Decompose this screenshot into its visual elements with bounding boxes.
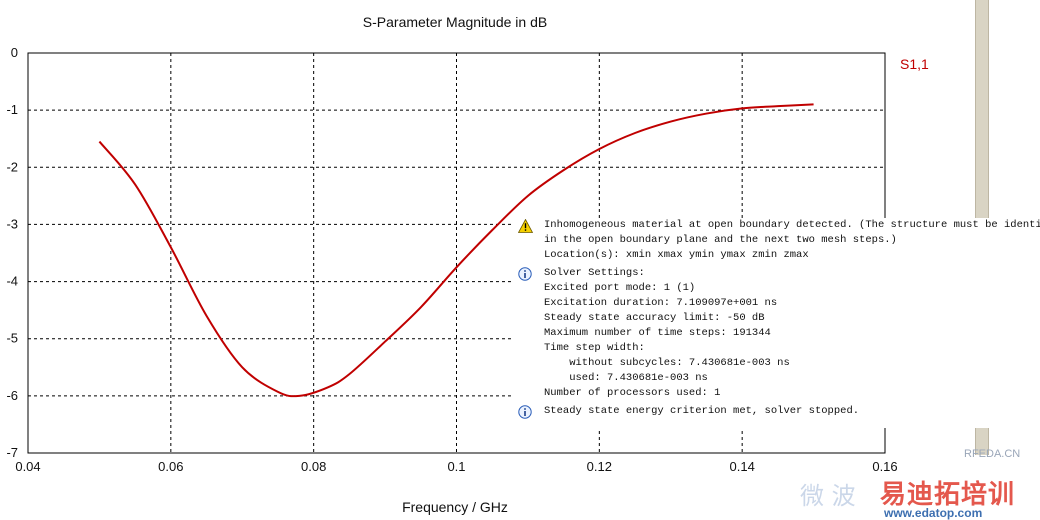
- x-tick-label: 0.14: [730, 459, 755, 474]
- message-line: Excited port mode: 1 (1): [544, 282, 696, 294]
- y-tick-label: -7: [6, 445, 18, 460]
- message-line: without subcycles: 7.430681e-003 ns: [544, 357, 790, 369]
- y-tick-label: -5: [6, 331, 18, 346]
- chart-title: S-Parameter Magnitude in dB: [363, 14, 547, 30]
- y-tick-label: -1: [6, 102, 18, 117]
- message-line: in the open boundary plane and the next …: [544, 234, 897, 246]
- message-line: Maximum number of time steps: 191344: [544, 327, 771, 339]
- y-tick-label: -4: [6, 274, 18, 289]
- y-axis-ticks: 0 -1 -2 -3 -4 -5 -6 -7: [6, 45, 18, 460]
- x-tick-label: 0.1: [447, 459, 465, 474]
- x-axis-label: Frequency / GHz: [402, 499, 508, 515]
- message-line: Time step width:: [544, 342, 645, 354]
- warning-icon: [517, 218, 534, 233]
- x-tick-label: 0.08: [301, 459, 326, 474]
- message-line: Steady state accuracy limit: -50 dB: [544, 312, 765, 324]
- legend-entry-s11: S1,1: [900, 56, 929, 72]
- warning-message[interactable]: Inhomogeneous material at open boundary …: [514, 218, 1040, 263]
- message-line: used: 7.430681e-003 ns: [544, 372, 708, 384]
- message-line: Number of processors used: 1: [544, 387, 721, 399]
- info-message[interactable]: Steady state energy criterion met, solve…: [514, 404, 1040, 419]
- message-line: Location(s): xmin xmax ymin ymax zmin zm…: [544, 249, 809, 261]
- y-tick-label: 0: [11, 45, 18, 60]
- y-tick-label: -6: [6, 388, 18, 403]
- message-line: Solver Settings:: [544, 267, 645, 279]
- message-line: Excitation duration: 7.109097e+001 ns: [544, 297, 778, 309]
- message-line: Inhomogeneous material at open boundary …: [544, 219, 1040, 231]
- x-tick-label: 0.06: [158, 459, 183, 474]
- info-icon: [518, 267, 532, 281]
- y-tick-label: -2: [6, 159, 18, 174]
- info-icon: [518, 405, 532, 419]
- x-tick-label: 0.04: [15, 459, 40, 474]
- x-tick-label: 0.16: [872, 459, 897, 474]
- x-tick-label: 0.12: [587, 459, 612, 474]
- info-message[interactable]: Solver Settings: Excited port mode: 1 (1)…: [514, 266, 1040, 401]
- y-tick-label: -3: [6, 216, 18, 231]
- series-line-s11: [98, 103, 814, 398]
- x-axis-ticks: 0.04 0.06 0.08 0.1 0.12 0.14 0.16: [15, 459, 897, 474]
- message-panel: Inhomogeneous material at open boundary …: [514, 218, 1040, 428]
- message-line: Steady state energy criterion met, solve…: [544, 405, 860, 417]
